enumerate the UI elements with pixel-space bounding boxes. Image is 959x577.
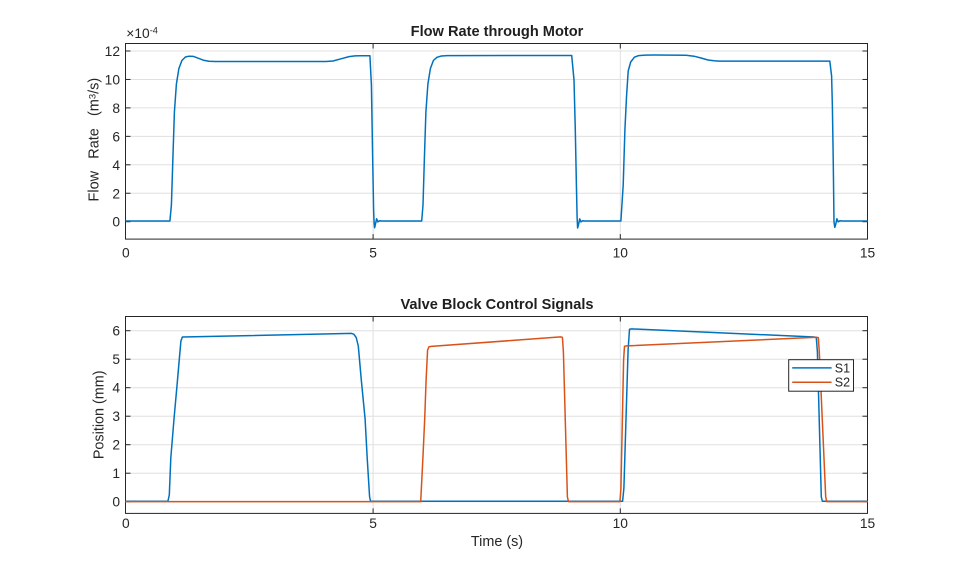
svg-text:0: 0	[112, 495, 120, 510]
svg-text:15: 15	[860, 516, 876, 531]
svg-text:10: 10	[105, 72, 121, 87]
svg-text:5: 5	[369, 246, 377, 261]
svg-text:0: 0	[112, 215, 120, 230]
svg-text:10: 10	[613, 516, 629, 531]
svg-text:1: 1	[112, 466, 120, 481]
svg-text:6: 6	[112, 129, 120, 144]
svg-text:8: 8	[112, 101, 120, 116]
svg-text:S1: S1	[835, 361, 850, 375]
svg-text:15: 15	[860, 246, 876, 261]
svg-text:Valve Block Control Signals: Valve Block Control Signals	[400, 297, 593, 313]
svg-text:10: 10	[613, 246, 629, 261]
svg-text:3: 3	[112, 409, 120, 424]
svg-text:5: 5	[112, 352, 120, 367]
svg-text:5: 5	[369, 516, 377, 531]
svg-text:0: 0	[122, 516, 130, 531]
svg-text:Flow Rate through Motor: Flow Rate through Motor	[411, 24, 584, 40]
svg-text:Flow Rate (m3/s): Flow Rate (m3/s)	[86, 78, 102, 202]
svg-text:6: 6	[112, 324, 120, 339]
svg-text:0: 0	[122, 246, 130, 261]
svg-text:Time (s): Time (s)	[471, 534, 523, 550]
svg-text:2: 2	[112, 186, 120, 201]
svg-text:4: 4	[112, 381, 120, 396]
svg-text:S2: S2	[835, 376, 850, 390]
svg-text:Position (mm): Position (mm)	[92, 370, 108, 459]
svg-text:12: 12	[105, 44, 120, 59]
svg-text:2: 2	[112, 438, 120, 453]
svg-text:4: 4	[112, 158, 120, 173]
